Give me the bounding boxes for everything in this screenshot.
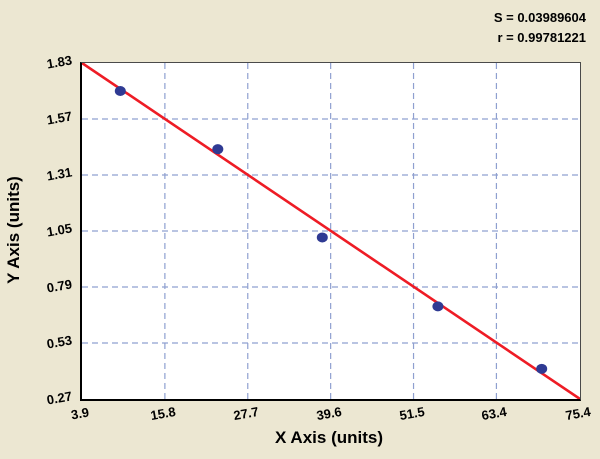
x-axis-title: X Axis (units) [275,428,383,447]
data-point [316,232,328,243]
y-tick-label: 0.53 [45,332,74,352]
y-tick-label: 1.83 [45,52,74,72]
x-tick-label: 75.4 [564,403,592,424]
x-tick-label: 51.5 [397,403,426,424]
x-tick-label: 27.7 [231,403,260,424]
y-axis-title: Y Axis (units) [4,176,23,284]
plot-canvas [82,63,580,399]
plot-area [80,62,581,401]
y-tick-label: 0.79 [45,276,74,296]
data-point [114,86,126,96]
x-tick-label: 15.8 [149,403,177,424]
data-point [432,301,444,312]
y-tick-label: 1.31 [45,164,74,184]
stats-annotation: S = 0.03989604 r = 0.99781221 [494,8,586,48]
regression-line [82,63,580,399]
x-tick-label: 39.6 [314,403,343,424]
stat-r-value: r = 0.99781221 [497,30,586,46]
data-point [536,363,548,374]
y-tick-label: 1.05 [45,220,74,240]
data-point [212,144,224,155]
stat-s-value: S = 0.03989604 [493,10,586,25]
y-tick-label: 0.27 [45,388,74,408]
y-tick-label: 1.57 [45,108,74,128]
x-tick-label: 3.9 [69,404,91,423]
x-tick-label: 63.4 [480,403,509,424]
